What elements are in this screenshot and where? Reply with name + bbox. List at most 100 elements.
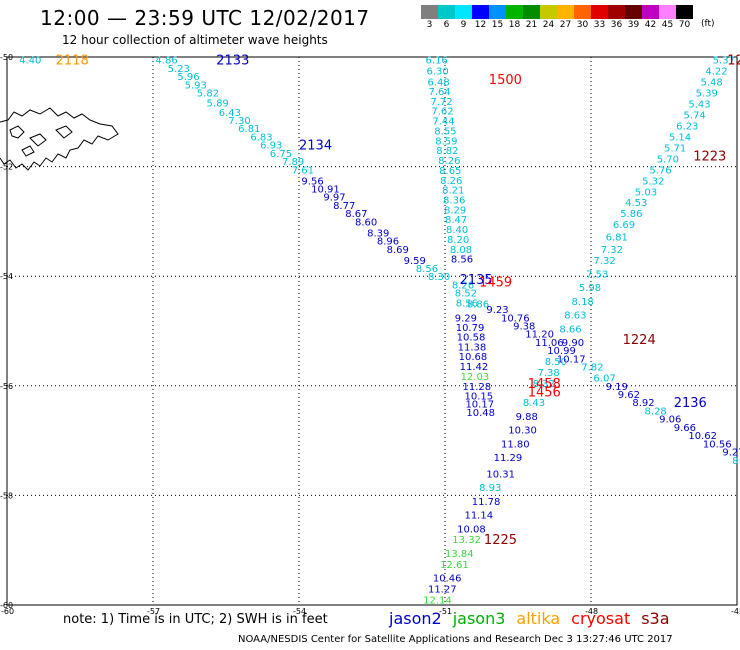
track-time-label: 2134 [299,139,332,154]
wave-height-point: 5.14 [669,132,691,143]
wave-height-point: 5.74 [683,111,705,122]
wave-height-point: 8.26 [452,280,474,291]
wave-height-point: 8.82 [436,146,458,157]
wave-height-point: 11.29 [494,453,523,464]
wave-height-point: 10.15 [464,392,493,403]
legend-swatch [659,5,676,19]
satellite-jason3: jason3 [452,609,506,628]
y-tick-label: -52 [0,163,13,172]
wave-height-point: 10.31 [486,469,515,480]
wave-height-point: 5.23 [168,64,190,75]
legend-swatch [455,5,472,19]
wave-height-point: 8.65 [439,166,461,177]
legend-label: 42 [644,20,657,30]
wave-height-point: 10.91 [311,185,340,196]
wave-height-point: 8.26 [440,176,462,187]
legend-label: 6 [443,20,450,30]
satellite-s3a: s3a [641,609,670,628]
track-time-label: 1456 [528,385,561,400]
wave-height-point: 10.30 [508,426,537,437]
legend-swatch [608,5,625,19]
satellite-altika: altika [516,609,561,628]
wave-height-point: 10.08 [457,524,486,535]
wave-height-point: 12.14 [423,596,452,607]
wave-height-point: 4.22 [705,67,727,78]
legend-label: 30 [576,20,589,30]
wave-height-point: 8 [732,456,738,467]
wave-height-point: 6.81 [238,124,260,135]
x-tick-label: -51 [439,607,452,616]
legend-swatch [489,5,506,19]
legend-label: 12 [474,20,487,30]
wave-height-points: 4.40 4.865.235.965.935.825.896.437.306.81… [19,56,740,607]
x-tick-label: -48 [585,607,598,616]
wave-height-point: 8.56 [416,264,438,275]
wave-height-point: 5.48 [701,78,723,89]
legend-swatches [421,5,693,19]
x-tick-label: -45 [731,607,740,616]
wave-height-point: 5.39 [696,89,718,100]
wave-height-point: 10.46 [433,574,462,585]
legend-swatch [574,5,591,19]
legend-label: 21 [525,20,538,30]
wave-height-point: 10.68 [459,352,488,363]
plot-frame [6,56,738,606]
wave-height-point: 4.53 [625,198,647,209]
wave-height-point: 9.56 [301,176,323,187]
wave-height-point: 7.89 [282,157,304,168]
wave-height-point: 9.59 [404,256,426,267]
y-tick-label: -58 [0,491,13,500]
track-time-label: 12 [727,54,740,69]
wave-height-point: 11.14 [464,511,493,522]
wave-height-point: 9.19 [606,382,628,393]
wave-height-point: 7.62 [431,107,453,118]
wave-height-point: 11.20 [525,330,554,341]
track-time-label: 1225 [484,533,517,548]
wave-height-point: 7.44 [432,117,454,128]
wave-height-point: 6.07 [593,374,615,385]
wave-height-point: 11.27 [428,585,457,596]
legend-swatch [472,5,489,19]
y-tick-label: -60 [0,601,13,610]
wave-height-point: 8.67 [345,209,367,220]
wave-height-point: 7.72 [430,97,452,108]
wave-height-point: 8.08 [450,245,472,256]
track-time-label: 1459 [479,276,512,291]
wave-height-point: 8.92 [632,398,654,409]
wave-height-point: 5.98 [579,283,601,294]
wave-height-point: 5.37 [713,56,735,67]
grid-lines [6,56,738,606]
wave-height-point: 11.42 [460,362,489,373]
satellite-legend: jason2 jason3 altika cryosat s3a [389,609,681,628]
legend-label: 9 [460,20,467,30]
wave-height-point: 10.99 [547,346,576,357]
legend-unit: (ft) [701,19,715,29]
wave-height-point: 8.21 [442,186,464,197]
wave-height-point: 5.71 [664,143,686,154]
wave-height-point: 8.50 [545,357,567,368]
wave-height-point: 8.29 [444,205,466,216]
wave-height-point: 11.80 [501,439,530,450]
wave-height-point: 5.82 [197,89,219,100]
wave-height-point: 7.30 [228,116,250,127]
wave-height-point: 8.26 [438,156,460,167]
wave-height-point: 6.83 [250,132,272,143]
wave-height-point: 9.27 [722,448,740,459]
legend-swatch [642,5,659,19]
wave-height-point: 9.23 [486,305,508,316]
legend-swatch [591,5,608,19]
wave-height-point: 5.43 [688,100,710,111]
legend-label: 70 [678,20,691,30]
wave-height-point: 10.58 [457,332,486,343]
wave-height-point: 7.32 [601,245,623,256]
chart-title: 12:00 — 23:59 UTC 12/02/2017 [40,6,370,30]
legend-label: 3 [426,20,433,30]
legend-label: 18 [508,20,521,30]
wave-height-point: 8.39 [367,228,389,239]
wave-height-point: 9.62 [618,390,640,401]
wave-height-point: 8.96 [377,237,399,248]
wave-height-point: 11.28 [463,382,492,393]
wave-height-point: 11.38 [458,342,487,353]
wave-height-point: 6.48 [427,78,449,89]
